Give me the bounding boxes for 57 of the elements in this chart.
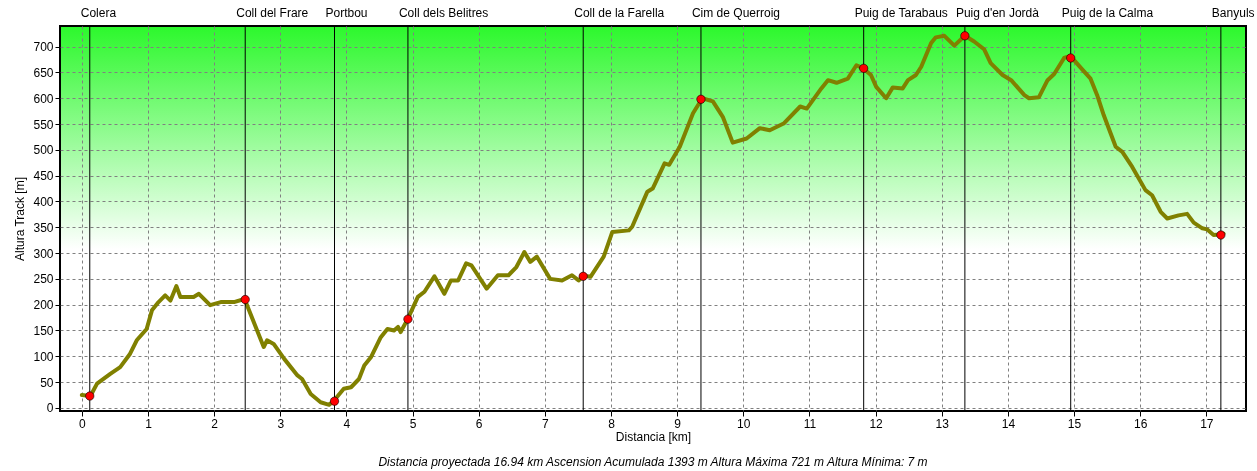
x-tick-label: 0: [78, 416, 86, 431]
x-tick-label: 12: [869, 416, 884, 431]
y-tick-label: 200: [33, 298, 54, 313]
ref-line-label: Colera: [80, 6, 117, 20]
point: [1216, 230, 1226, 240]
x-tick-label: 13: [935, 416, 950, 431]
ref-line-label: Banyuls: [1211, 6, 1255, 20]
point: [859, 63, 869, 73]
ref-line-label: Puig de la Calma: [1061, 6, 1154, 20]
y-tick-label: 100: [33, 349, 54, 364]
ref-line-label: Coll del Frare: [236, 6, 309, 20]
point: [85, 391, 95, 401]
x-tick-label: 15: [1067, 416, 1082, 431]
x-tick-label: 9: [674, 416, 682, 431]
x-tick-label: 11: [803, 416, 817, 431]
ref-line-label: Puig d'en Jordà: [955, 6, 1040, 20]
point: [578, 271, 588, 281]
point: [403, 314, 413, 324]
y-tick-label: 450: [33, 169, 54, 184]
x-tick-label: 16: [1133, 416, 1148, 431]
x-tick-label: 17: [1200, 416, 1214, 431]
point: [330, 396, 339, 406]
x-tick-label: 6: [475, 416, 483, 431]
x-tick-label: 1: [145, 416, 153, 431]
x-tick-label: 7: [542, 416, 550, 431]
text: Distancia proyectada 16.94 km Ascension Acumulada 1393 m Altura Máxima 721 m Altura Mínima: 7 m: [378, 455, 928, 469]
x-tick-label: 4: [343, 416, 351, 431]
x-tick-label: 14: [1001, 416, 1016, 431]
x-tick-label: 5: [409, 416, 417, 431]
line-series: [79, 33, 1226, 407]
y-tick-label: 700: [33, 40, 54, 55]
point: [960, 31, 970, 41]
y-tick-label: 650: [33, 65, 54, 80]
point: [696, 94, 706, 104]
y-tick-label: 0: [46, 401, 54, 416]
point: [240, 295, 250, 304]
ref-line-label: Coll de la Farella: [574, 6, 665, 20]
x-tick-label: 8: [608, 416, 616, 431]
y-tick-label: 50: [40, 375, 54, 390]
y-tick-label: 150: [33, 323, 54, 338]
y-tick-label: 350: [33, 220, 54, 235]
x-tick-label: 2: [211, 416, 219, 431]
y-tick-label: 600: [33, 91, 54, 106]
y-axis-title: Altura Track [m]: [13, 176, 28, 262]
y-tick-label: 400: [33, 194, 54, 209]
y-tick-label: 500: [33, 143, 54, 158]
y-tick-label: 250: [33, 272, 54, 287]
y-tick-label: 550: [33, 117, 54, 132]
x-tick-label: 10: [737, 416, 751, 431]
ref-line-label: Puig de Tarabaus: [854, 6, 948, 20]
ref-line-label: Portbou: [325, 6, 368, 20]
x-axis-title: Distancia [km]: [615, 429, 692, 444]
x-tick-label: 3: [277, 416, 285, 431]
point: [1066, 53, 1076, 63]
y-tick-label: 300: [33, 246, 54, 261]
ref-line-label: Cim de Querroig: [691, 6, 780, 20]
ref-line-label: Coll dels Belitres: [398, 6, 489, 20]
